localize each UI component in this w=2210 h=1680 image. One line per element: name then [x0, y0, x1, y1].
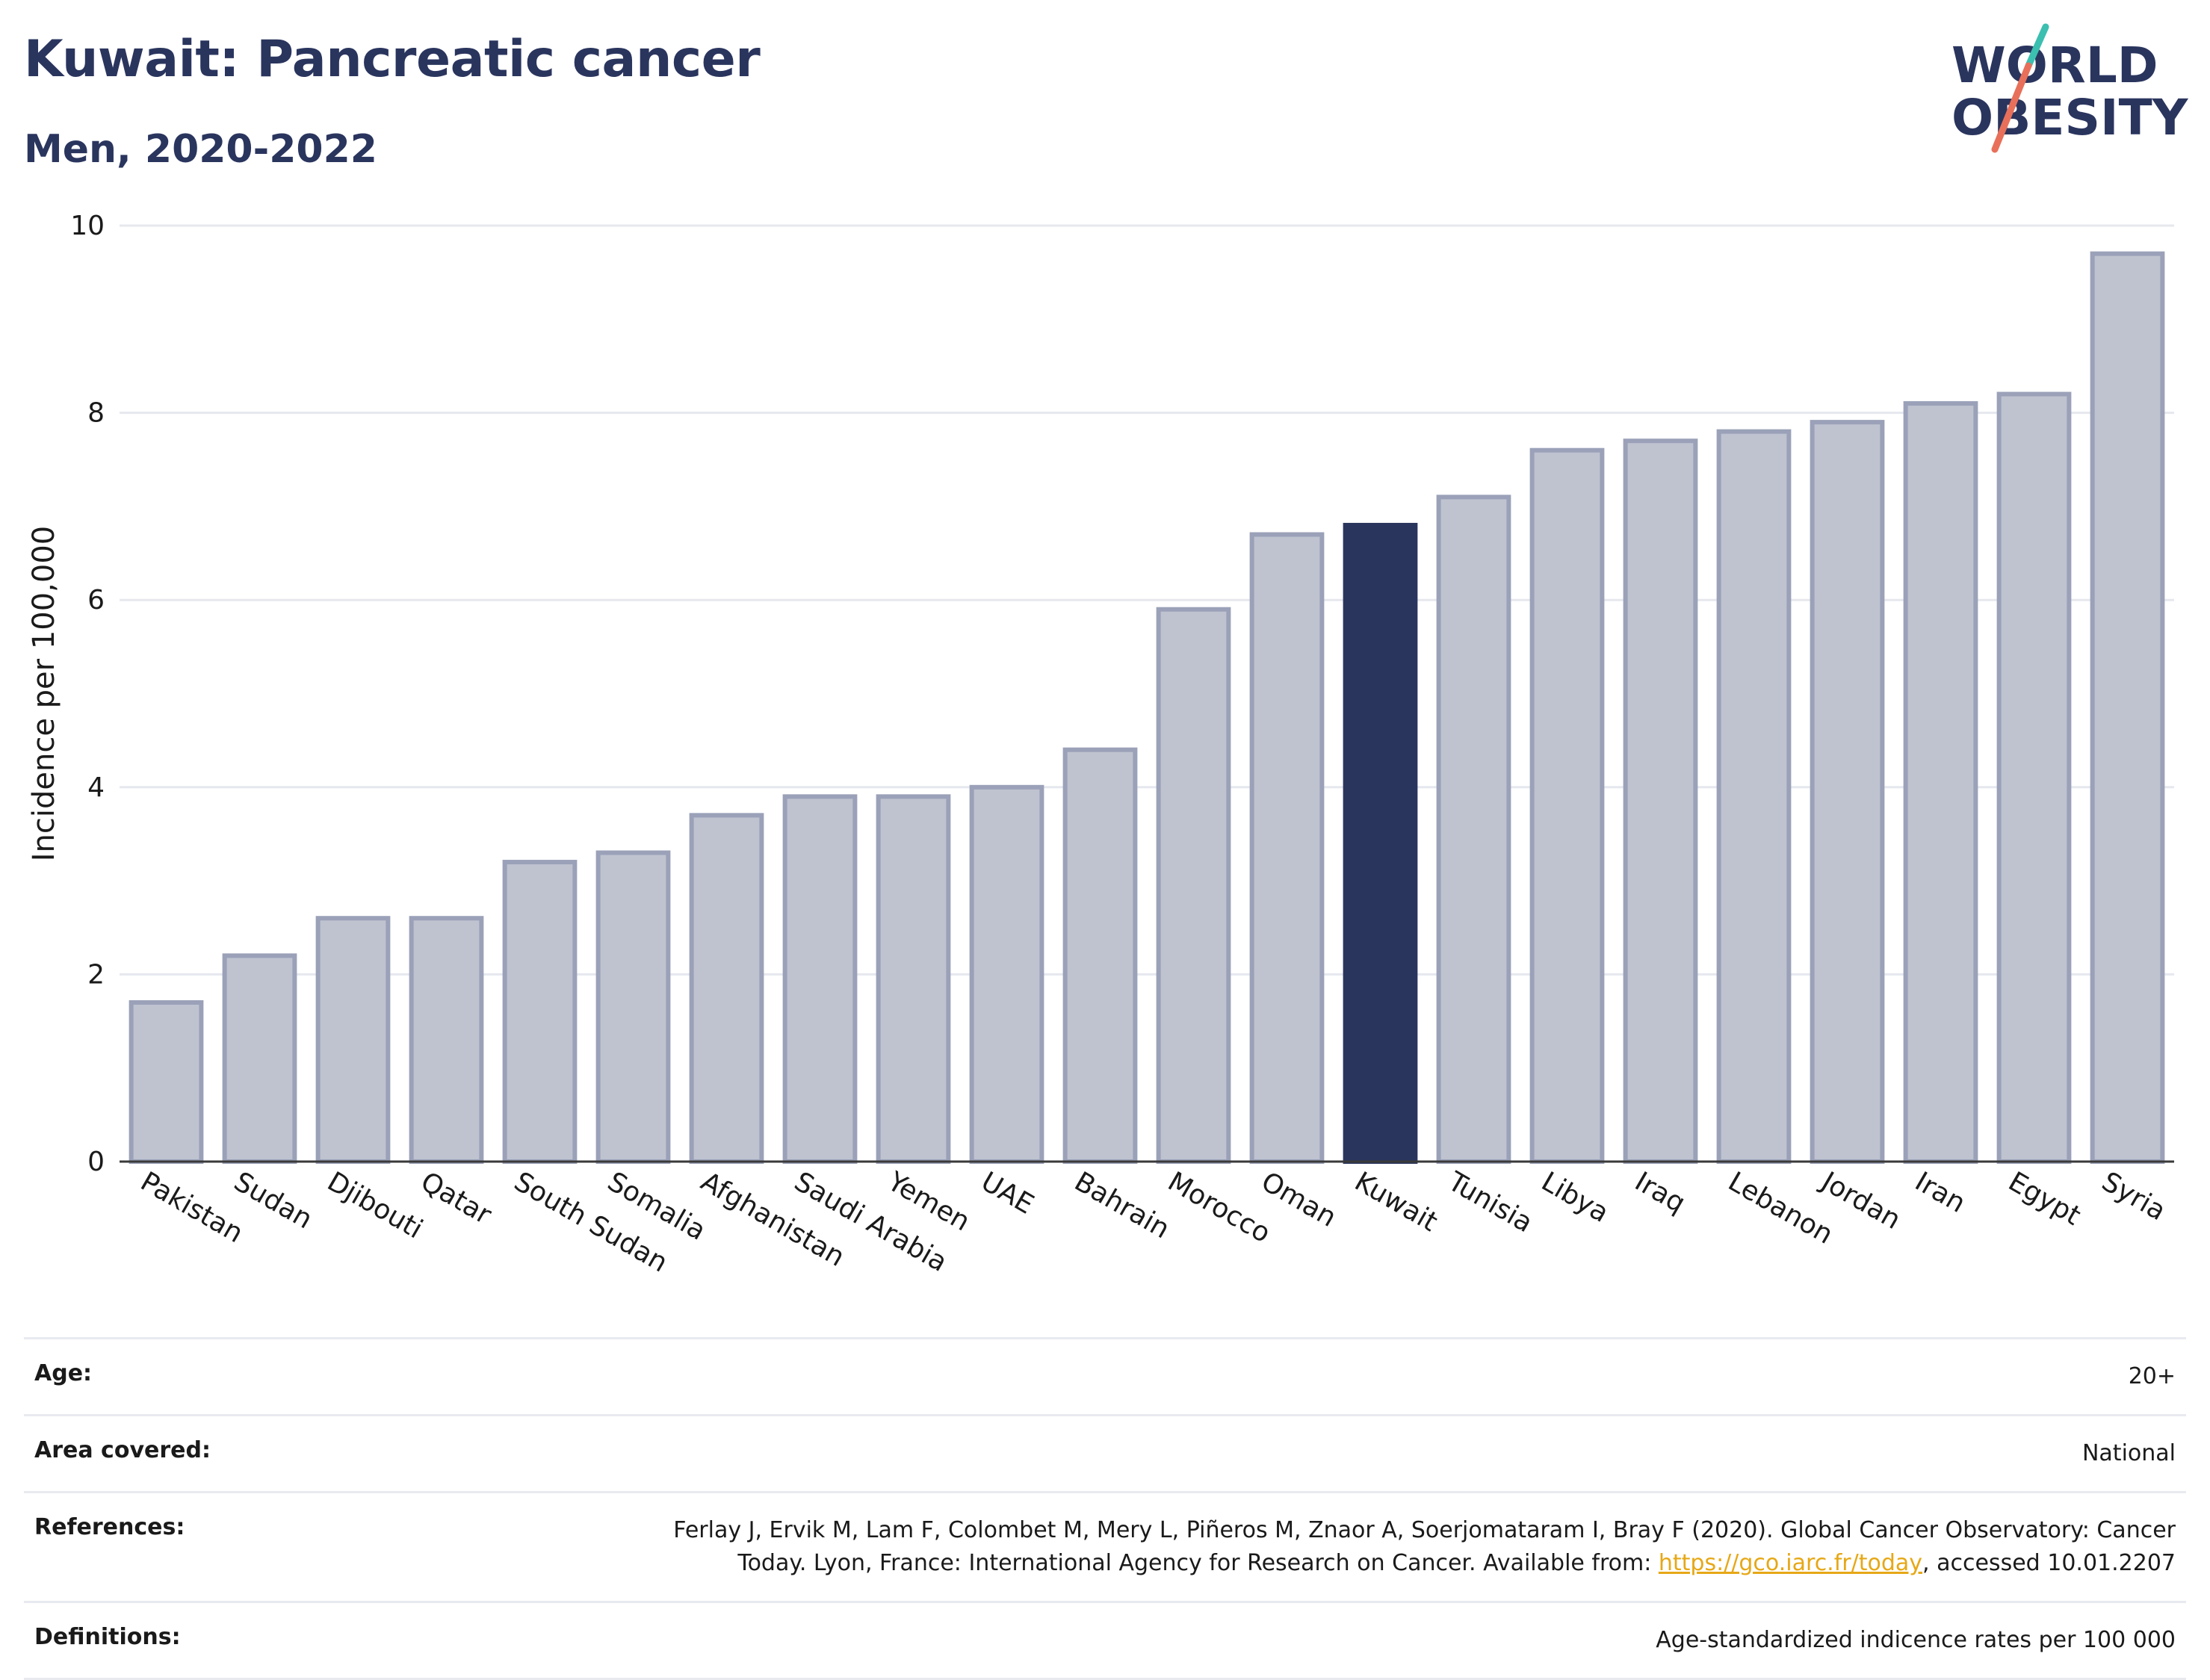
x-tick-label: Libya — [1536, 1166, 1614, 1229]
info-row-area: Area covered: National — [24, 1414, 2186, 1491]
references-label: References: — [34, 1514, 185, 1540]
bar-lebanon — [1716, 429, 1792, 1165]
x-tick-label: Djibouti — [322, 1166, 427, 1244]
references-suffix: , accessed 10.01.2207 — [1922, 1550, 2176, 1576]
bar-yemen — [876, 794, 951, 1165]
world-obesity-logo: WORLD OBESITY — [1951, 23, 2189, 153]
bar-qatar — [409, 916, 484, 1164]
bar-sudan — [222, 953, 297, 1164]
bars — [129, 251, 2165, 1165]
x-tick-label: Iraq — [1629, 1166, 1690, 1219]
bar-djibouti — [315, 916, 391, 1164]
bar-somalia — [595, 850, 671, 1164]
page-subtitle: Men, 2020-2022 — [24, 127, 377, 172]
y-tick-label: 8 — [87, 398, 105, 429]
x-tick-label: Iran — [1910, 1166, 1970, 1219]
info-row-references: References: Ferlay J, Ervik M, Lam F, Co… — [24, 1491, 2186, 1601]
y-tick-label: 6 — [87, 585, 105, 616]
info-row-age: Age: 20+ — [24, 1337, 2186, 1414]
bar-pakistan — [129, 999, 204, 1164]
age-label: Age: — [34, 1360, 93, 1386]
y-tick-labels: 0 2 4 6 8 10 — [70, 211, 105, 1177]
x-tick-label: Syria — [2096, 1166, 2170, 1227]
x-tick-label: Morocco — [1163, 1166, 1275, 1249]
bar-uae — [969, 784, 1044, 1164]
y-tick-label: 2 — [87, 959, 105, 990]
definitions-label: Definitions: — [34, 1624, 181, 1650]
x-tick-label: Egypt — [2003, 1166, 2085, 1231]
info-row-definitions: Definitions: Age-standardized indicence … — [24, 1601, 2186, 1680]
x-tick-label: Bahrain — [1069, 1166, 1174, 1244]
references-value: Ferlay J, Ervik M, Lam F, Colombet M, Me… — [622, 1514, 2176, 1580]
x-tick-label: Kuwait — [1349, 1166, 1443, 1238]
bar-syria — [2090, 251, 2165, 1165]
bar-bahrain — [1062, 747, 1138, 1164]
area-label: Area covered: — [34, 1437, 211, 1463]
bar-jordan — [1810, 420, 1885, 1164]
y-axis-title: Incidence per 100,000 — [27, 526, 61, 862]
bar-south-sudan — [502, 860, 578, 1164]
age-value: 20+ — [2128, 1363, 2176, 1389]
bar-afghanistan — [689, 813, 764, 1164]
y-tick-label: 10 — [70, 211, 105, 241]
bar-kuwait — [1343, 522, 1418, 1164]
bar-libya — [1529, 447, 1605, 1165]
definitions-value: Age-standardized indicence rates per 100… — [1656, 1627, 2176, 1653]
x-tick-label: Pakistan — [135, 1166, 248, 1249]
y-tick-label: 0 — [87, 1147, 105, 1177]
page-title: Kuwait: Pancreatic cancer — [24, 30, 761, 89]
x-tick-label: UAE — [976, 1166, 1039, 1220]
references-link[interactable]: https://gco.iarc.fr/today — [1658, 1550, 1923, 1576]
x-tick-label: Lebanon — [1723, 1166, 1838, 1250]
bar-morocco — [1156, 607, 1231, 1164]
bar-egypt — [1996, 391, 2072, 1164]
bar-oman — [1249, 532, 1325, 1164]
logo-line2: OBESITY — [1951, 89, 2189, 146]
bar-iraq — [1623, 438, 1698, 1164]
x-tick-label: Tunisia — [1442, 1166, 1538, 1239]
bar-iran — [1903, 401, 1978, 1164]
y-tick-label: 4 — [87, 772, 105, 803]
x-tick-label: Qatar — [415, 1166, 496, 1230]
bar-tunisia — [1436, 495, 1511, 1164]
info-table: Age: 20+ Area covered: National Referenc… — [24, 1337, 2186, 1680]
bar-saudi-arabia — [782, 794, 858, 1165]
references-text: Ferlay J, Ervik M, Lam F, Colombet M, Me… — [673, 1517, 2176, 1576]
area-value: National — [2081, 1440, 2176, 1466]
logo-line1: WORLD — [1951, 37, 2158, 94]
